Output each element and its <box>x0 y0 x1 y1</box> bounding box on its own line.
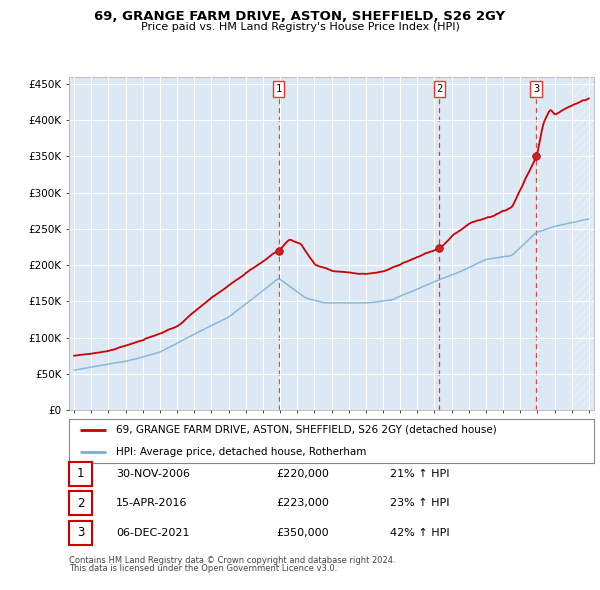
Text: 15-APR-2016: 15-APR-2016 <box>116 499 187 508</box>
Text: 2: 2 <box>77 497 84 510</box>
Text: 3: 3 <box>77 526 84 539</box>
Text: Price paid vs. HM Land Registry's House Price Index (HPI): Price paid vs. HM Land Registry's House … <box>140 22 460 32</box>
Text: £220,000: £220,000 <box>276 469 329 478</box>
Text: 2: 2 <box>436 84 443 94</box>
Bar <box>572 77 594 410</box>
Text: 21% ↑ HPI: 21% ↑ HPI <box>390 469 449 478</box>
Text: 3: 3 <box>533 84 539 94</box>
Text: 30-NOV-2006: 30-NOV-2006 <box>116 469 190 478</box>
Text: 06-DEC-2021: 06-DEC-2021 <box>116 528 190 537</box>
Text: Contains HM Land Registry data © Crown copyright and database right 2024.: Contains HM Land Registry data © Crown c… <box>69 556 395 565</box>
Text: 1: 1 <box>275 84 282 94</box>
Text: 42% ↑ HPI: 42% ↑ HPI <box>390 528 449 537</box>
Text: 1: 1 <box>77 467 84 480</box>
Text: £223,000: £223,000 <box>276 499 329 508</box>
Text: 23% ↑ HPI: 23% ↑ HPI <box>390 499 449 508</box>
Text: 69, GRANGE FARM DRIVE, ASTON, SHEFFIELD, S26 2GY: 69, GRANGE FARM DRIVE, ASTON, SHEFFIELD,… <box>94 10 506 23</box>
Text: £350,000: £350,000 <box>276 528 329 537</box>
Text: This data is licensed under the Open Government Licence v3.0.: This data is licensed under the Open Gov… <box>69 565 337 573</box>
Text: HPI: Average price, detached house, Rotherham: HPI: Average price, detached house, Roth… <box>116 447 367 457</box>
Text: 69, GRANGE FARM DRIVE, ASTON, SHEFFIELD, S26 2GY (detached house): 69, GRANGE FARM DRIVE, ASTON, SHEFFIELD,… <box>116 425 497 435</box>
Bar <box>572 77 594 410</box>
